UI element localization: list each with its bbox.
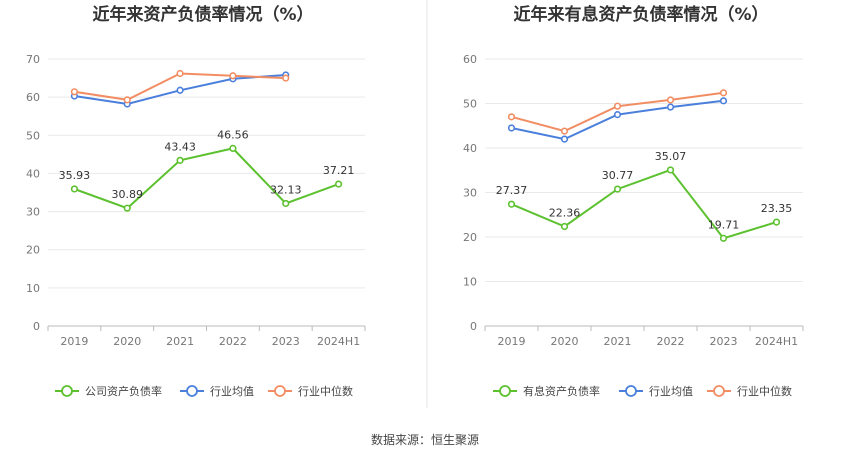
chart-title: 近年来资产负债率情况（%） [92, 4, 313, 25]
data-label: 30.77 [602, 169, 634, 182]
data-point-1 [507, 200, 516, 208]
data-point-3 [123, 96, 131, 104]
legend-label: 行业均值 [210, 385, 254, 398]
chart-title: 近年来有息资产负债率情况（%） [513, 4, 768, 25]
data-label: 23.35 [761, 202, 793, 215]
legend-marker [713, 385, 725, 397]
data-point-1 [123, 204, 131, 212]
x-tick-label: 2019 [498, 335, 526, 348]
series-line-1 [511, 168, 777, 240]
y-tick-label: 60 [26, 91, 40, 104]
data-point-3 [176, 69, 184, 78]
x-tick-label: 2022 [219, 335, 247, 348]
legend-marker [625, 385, 637, 397]
data-point-1 [719, 234, 728, 242]
data-point-3 [613, 102, 622, 110]
x-tick-label: 2021 [604, 335, 632, 348]
data-point-2 [719, 97, 728, 105]
data-label: 37.21 [323, 164, 355, 177]
legend-marker [186, 385, 198, 397]
data-point-2 [560, 135, 569, 143]
data-label: 32.13 [270, 183, 302, 196]
data-point-1 [70, 185, 79, 193]
data-point-1 [334, 180, 343, 188]
x-tick-label: 2019 [60, 335, 88, 348]
legend-label: 有息资产负债率 [523, 384, 600, 398]
legend-marker [274, 385, 286, 397]
chart-1: 近年来资产负债率情况（%） 0 10 20 30 40 50 60 70 2019 2020 2021… [26, 4, 366, 398]
data-point-1 [666, 166, 675, 174]
legend-label: 行业均值 [649, 385, 693, 398]
x-tick-label: 2020 [113, 335, 141, 348]
series-line-1 [74, 147, 339, 210]
y-tick-label: 20 [463, 231, 477, 244]
data-point-3 [229, 72, 237, 80]
data-point-2 [176, 86, 184, 94]
y-tick-label: 30 [26, 206, 40, 219]
data-point-3 [560, 127, 569, 135]
data-point-2 [666, 103, 675, 111]
y-tick-label: 40 [463, 142, 477, 155]
y-tick-label: 30 [463, 187, 477, 200]
y-tick-label: 50 [26, 129, 40, 142]
data-point-1 [282, 199, 290, 208]
data-point-2 [613, 111, 622, 119]
chart-2: 近年来有息资产负债率情况（%） 0 10 20 30 40 50 60 2019 2020 2021… [463, 4, 804, 398]
source-note: 数据来源：恒生聚源 [371, 432, 479, 447]
data-point-3 [282, 74, 290, 82]
data-point-3 [719, 89, 728, 97]
y-tick-label: 70 [26, 53, 40, 66]
data-point-1 [229, 144, 237, 153]
data-point-1 [560, 222, 569, 231]
legend-marker [499, 385, 511, 397]
legend-label: 行业中位数 [737, 384, 792, 398]
data-label: 30.89 [112, 188, 144, 201]
data-point-1 [772, 218, 781, 226]
x-tick-label: 2021 [166, 335, 194, 348]
data-label: 46.56 [217, 128, 249, 141]
x-tick-label: 2023 [272, 335, 300, 348]
series-line-3 [74, 72, 286, 101]
data-point-2 [507, 124, 516, 132]
x-tick-label: 2024H1 [317, 335, 360, 348]
x-tick-label: 2020 [551, 335, 579, 348]
y-tick-label: 50 [463, 98, 477, 111]
data-label: 35.07 [655, 150, 687, 163]
y-tick-label: 0 [33, 320, 40, 333]
data-point-3 [666, 96, 675, 104]
data-label: 27.37 [496, 184, 528, 197]
legend-marker [61, 385, 73, 397]
x-tick-label: 2024H1 [755, 335, 798, 348]
x-tick-label: 2022 [657, 335, 685, 348]
y-tick-label: 10 [463, 276, 477, 289]
y-tick-label: 20 [26, 244, 40, 257]
data-point-3 [70, 88, 79, 96]
y-tick-label: 0 [470, 320, 477, 333]
data-point-3 [507, 113, 516, 121]
data-label: 19.71 [708, 218, 740, 231]
legend-label: 公司资产负债率 [85, 384, 162, 398]
data-point-1 [176, 156, 184, 164]
y-tick-label: 40 [26, 167, 40, 180]
legend-label: 行业中位数 [298, 384, 353, 398]
data-label: 43.43 [164, 140, 196, 153]
data-point-1 [613, 185, 622, 193]
x-tick-label: 2023 [710, 335, 738, 348]
y-tick-label: 10 [26, 282, 40, 295]
data-label: 22.36 [549, 206, 581, 219]
data-label: 35.93 [59, 169, 91, 182]
y-tick-label: 60 [463, 53, 477, 66]
